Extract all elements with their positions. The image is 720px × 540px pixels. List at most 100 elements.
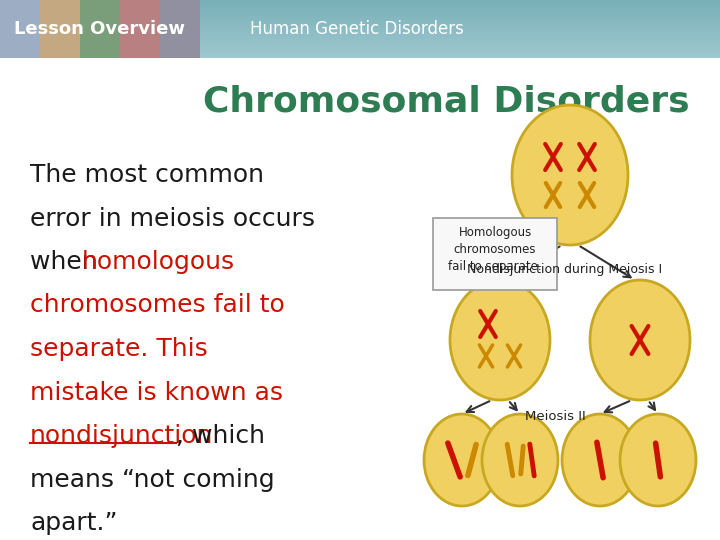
- Bar: [0, 110, 720, 111]
- Bar: [0, 29, 720, 30]
- Bar: [0, 57, 720, 58]
- Bar: [0, 15, 720, 16]
- Bar: [0, 1, 720, 2]
- Bar: [0, 95, 720, 96]
- Bar: [0, 23, 720, 24]
- Bar: [0, 93, 720, 94]
- Bar: [0, 104, 720, 105]
- Text: separate. This: separate. This: [30, 337, 208, 361]
- Bar: [0, 103, 720, 104]
- Bar: [0, 19, 720, 20]
- Bar: [80, 0, 120, 58]
- Bar: [0, 63, 720, 64]
- Bar: [0, 37, 720, 38]
- Bar: [0, 44, 720, 45]
- Bar: [0, 111, 720, 112]
- Bar: [0, 4, 720, 5]
- Bar: [0, 45, 720, 46]
- Bar: [0, 8, 720, 9]
- Bar: [0, 114, 720, 115]
- Bar: [0, 131, 720, 132]
- Bar: [0, 113, 720, 114]
- Bar: [0, 42, 720, 43]
- Bar: [0, 26, 720, 27]
- Bar: [0, 4, 720, 5]
- Bar: [0, 11, 720, 12]
- Bar: [0, 0, 40, 58]
- Bar: [0, 91, 720, 92]
- Bar: [0, 5, 720, 6]
- Bar: [0, 122, 720, 123]
- Bar: [0, 17, 720, 18]
- Bar: [0, 100, 720, 101]
- Bar: [0, 50, 720, 51]
- Bar: [0, 27, 720, 28]
- Bar: [0, 54, 720, 55]
- Bar: [0, 0, 720, 1]
- Bar: [0, 14, 720, 15]
- Bar: [0, 10, 720, 11]
- Bar: [0, 84, 720, 85]
- Bar: [0, 85, 720, 86]
- Text: Nondisjunction during Meiosis I: Nondisjunction during Meiosis I: [467, 263, 662, 276]
- Bar: [0, 25, 720, 26]
- Bar: [0, 8, 720, 9]
- Bar: [0, 30, 720, 31]
- Bar: [0, 3, 720, 4]
- Bar: [0, 107, 720, 108]
- Bar: [0, 43, 720, 44]
- Bar: [0, 132, 720, 133]
- Bar: [0, 13, 720, 14]
- Bar: [0, 45, 720, 46]
- Bar: [0, 51, 720, 52]
- Bar: [0, 47, 720, 48]
- Bar: [0, 133, 720, 134]
- Bar: [0, 36, 720, 37]
- Bar: [0, 47, 720, 48]
- Bar: [0, 53, 720, 54]
- Text: when: when: [30, 250, 106, 274]
- Bar: [0, 2, 720, 3]
- Bar: [0, 59, 720, 60]
- Bar: [0, 7, 720, 8]
- Bar: [0, 120, 720, 121]
- Text: , which: , which: [176, 424, 265, 448]
- Bar: [0, 94, 720, 95]
- Bar: [0, 24, 720, 25]
- Bar: [0, 14, 720, 15]
- Bar: [0, 0, 200, 58]
- Bar: [0, 88, 720, 89]
- Bar: [0, 49, 720, 50]
- Ellipse shape: [620, 414, 696, 506]
- Bar: [0, 50, 720, 51]
- Bar: [0, 115, 720, 116]
- Bar: [0, 81, 720, 82]
- Bar: [0, 79, 720, 80]
- Bar: [0, 80, 720, 81]
- Bar: [0, 106, 720, 107]
- Bar: [0, 39, 720, 40]
- Bar: [0, 54, 720, 55]
- Text: Human Genetic Disorders: Human Genetic Disorders: [250, 20, 464, 38]
- Bar: [0, 35, 720, 36]
- Bar: [0, 98, 720, 99]
- Bar: [0, 105, 720, 106]
- Bar: [0, 29, 720, 30]
- Bar: [0, 34, 720, 35]
- Bar: [0, 33, 720, 34]
- Ellipse shape: [590, 280, 690, 400]
- Bar: [0, 82, 720, 83]
- Bar: [0, 27, 720, 28]
- Bar: [0, 70, 720, 71]
- Bar: [0, 52, 720, 53]
- Bar: [0, 108, 720, 109]
- Bar: [0, 0, 720, 1]
- Bar: [0, 49, 720, 50]
- Bar: [0, 56, 720, 57]
- Bar: [0, 58, 720, 540]
- Bar: [0, 101, 720, 102]
- Bar: [0, 24, 720, 25]
- Bar: [0, 58, 720, 59]
- Bar: [0, 125, 720, 126]
- Bar: [0, 17, 720, 18]
